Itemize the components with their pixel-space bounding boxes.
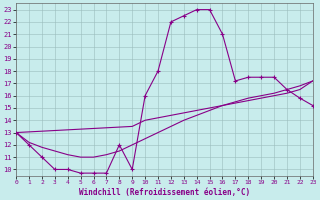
X-axis label: Windchill (Refroidissement éolien,°C): Windchill (Refroidissement éolien,°C) [79,188,250,197]
